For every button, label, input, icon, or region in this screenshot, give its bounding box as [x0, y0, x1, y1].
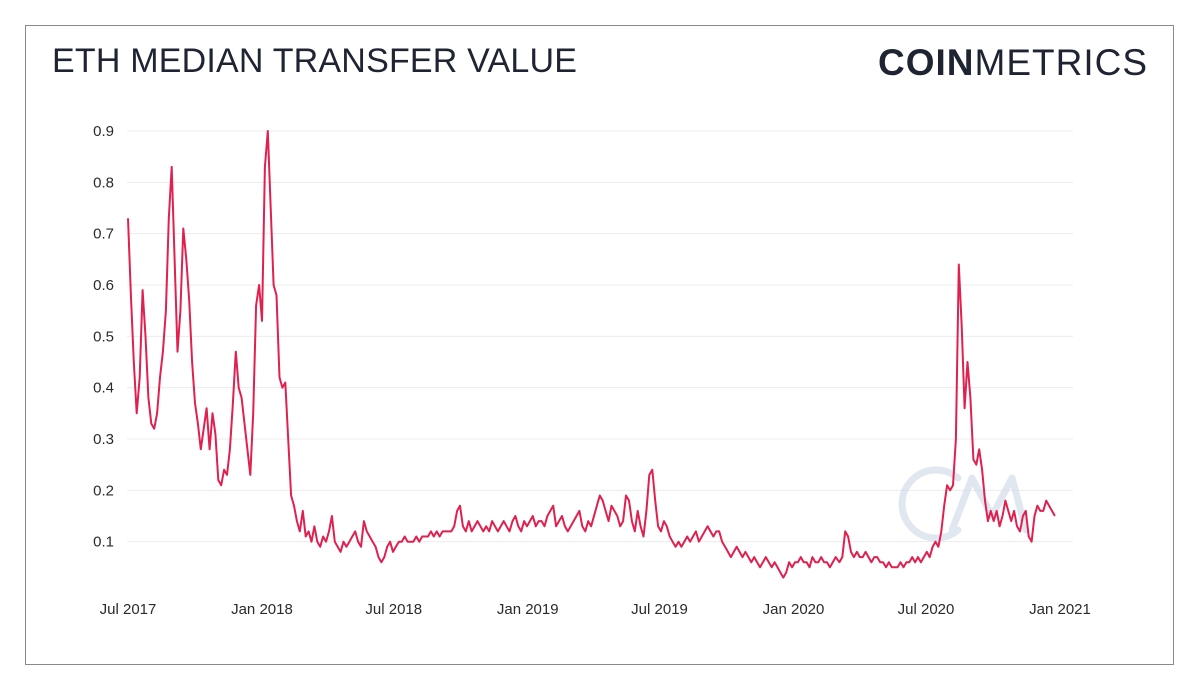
y-tick-label: 0.8: [93, 174, 114, 191]
page-title: ETH MEDIAN TRANSFER VALUE: [52, 42, 578, 80]
x-tick-label: Jan 2019: [497, 601, 559, 618]
x-tick-label: Jan 2021: [1029, 601, 1091, 618]
y-tick-label: 0.9: [93, 123, 114, 140]
x-tick-label: Jul 2017: [100, 601, 157, 618]
watermark-shape: [898, 466, 1030, 542]
y-tick-label: 0.6: [93, 277, 114, 294]
x-tick-label: Jul 2018: [365, 601, 422, 618]
coinmetrics-watermark-icon: [898, 466, 1030, 542]
x-tick-label: Jan 2020: [763, 601, 825, 618]
y-tick-label: 0.4: [93, 380, 114, 397]
y-tick-label: 0.3: [93, 431, 114, 448]
series-line-0: [127, 130, 1056, 579]
x-tick-label: Jan 2018: [231, 601, 293, 618]
y-tick-label: 0.7: [93, 226, 114, 243]
y-tick-label: 0.1: [93, 534, 114, 551]
chart-frame: [25, 25, 1174, 665]
brand-logo: COINMETRICS: [878, 42, 1148, 84]
brand-logo-bold: COIN: [878, 42, 975, 83]
x-tick-label: Jul 2019: [631, 601, 688, 618]
y-tick-label: 0.2: [93, 482, 114, 499]
brand-logo-light: METRICS: [974, 42, 1148, 83]
y-tick-label: 0.5: [93, 328, 114, 345]
x-tick-label: Jul 2020: [898, 601, 955, 618]
